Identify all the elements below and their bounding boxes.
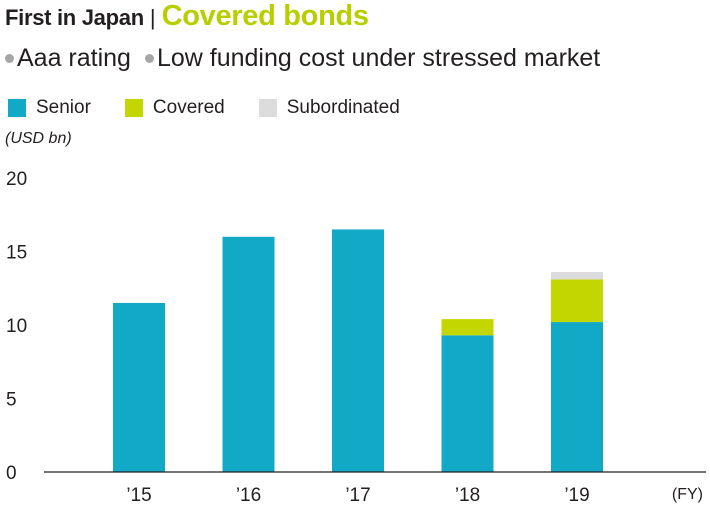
chart-title-row: First in Japan | Covered bonds: [5, 0, 369, 34]
x-axis-unit-label: (FY): [672, 486, 703, 503]
chart-title-lead: First in Japan: [5, 5, 144, 30]
bar-senior: [113, 302, 165, 472]
subtitle-item-funding: Low funding cost under stressed market: [144, 44, 601, 73]
bar-senior: [551, 322, 603, 472]
x-tick-label: ’19: [564, 485, 589, 506]
legend-swatch-senior: [8, 99, 26, 117]
bullet-icon: [144, 54, 154, 63]
y-tick-label: 15: [6, 243, 27, 264]
chart-title: Covered bonds: [161, 0, 369, 32]
chart-title-separator: |: [149, 5, 156, 30]
y-tick-label: 20: [6, 169, 27, 190]
y-tick-label: 5: [6, 390, 17, 411]
bar-covered: [551, 279, 603, 323]
bar-senior: [222, 236, 275, 472]
chart-legend: Senior Covered Subordinated: [8, 97, 434, 119]
subtitle-item-rating: Aaa rating: [5, 44, 131, 73]
x-tick-label: ’16: [236, 485, 261, 506]
bar-senior: [332, 229, 384, 472]
legend-item-senior: Senior: [8, 97, 91, 119]
subtitle-item-label: Low funding cost under stressed market: [156, 44, 601, 72]
legend-item-covered: Covered: [124, 97, 225, 119]
bar-senior: [441, 335, 494, 472]
bar-subordinated: [551, 272, 603, 280]
legend-swatch-covered: [124, 99, 143, 117]
subtitle-item-label: Aaa rating: [17, 44, 131, 72]
y-tick-label: 10: [6, 316, 27, 337]
chart-subtitle: Aaa rating Low funding cost under stress…: [5, 44, 614, 73]
x-tick-label: ’18: [455, 485, 480, 506]
legend-item-subordinated: Subordinated: [258, 97, 400, 119]
bullet-icon: [5, 54, 14, 63]
x-tick-label: ’15: [126, 485, 151, 506]
bar-covered: [441, 319, 494, 336]
legend-label-subordinated: Subordinated: [286, 97, 400, 118]
y-axis-unit-label: (USD bn): [5, 130, 72, 147]
y-tick-label: 0: [6, 463, 17, 484]
legend-label-covered: Covered: [152, 97, 225, 118]
legend-swatch-subordinated: [258, 99, 277, 117]
x-tick-label: ’17: [345, 485, 370, 506]
legend-label-senior: Senior: [36, 97, 91, 118]
